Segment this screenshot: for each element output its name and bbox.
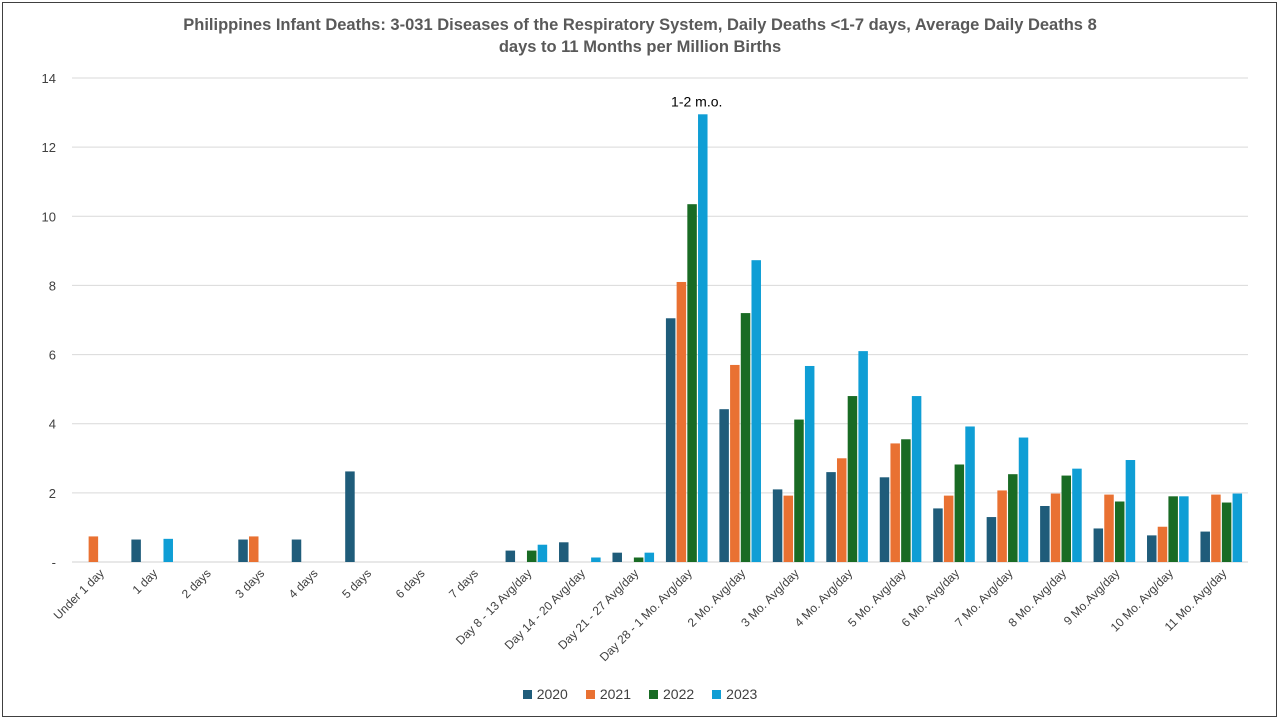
bar-2022 [526,550,537,562]
bar-2021 [248,536,259,562]
legend-swatch [585,689,595,699]
bar-2021 [890,443,900,562]
bar-2023 [1072,468,1082,562]
bar-2020 [826,472,836,562]
bar-2022 [1221,502,1232,562]
bar-2021 [943,495,954,562]
bar-2023 [1232,493,1243,562]
bar-2023 [1125,460,1136,562]
y-tick-label: 12 [42,140,56,155]
bar-2022 [1114,501,1125,562]
y-tick-label: 10 [42,209,56,224]
bar-2020 [559,542,569,562]
bar-2022 [633,557,644,562]
bar-2021 [783,495,794,562]
bar-2022 [954,464,965,562]
bar-2023 [537,544,548,562]
y-tick-label: 8 [49,278,56,293]
legend: 2020 2021 2022 2023 [0,686,1280,702]
bar-2022 [740,313,751,562]
bar-2023 [751,260,761,562]
bar-2023 [1018,437,1029,562]
bar-2020 [879,477,890,562]
bar-2022 [794,419,804,562]
bar-2021 [88,536,99,562]
legend-swatch [712,689,722,699]
y-tick-label: 6 [49,348,56,363]
bar-2021 [1050,493,1061,562]
bar-2023 [911,396,922,562]
legend-label: 2020 [536,686,568,702]
x-tick-label: 6 days [393,566,428,601]
annotation-label: 1-2 m.o. [671,93,722,109]
bar-2020 [986,517,997,562]
bar-2021 [836,458,847,562]
bar-2022 [847,396,858,562]
bar-2020 [1147,535,1157,562]
y-tick-label: - [52,555,56,570]
y-tick-label: 2 [49,486,56,501]
bar-2020 [1200,531,1210,562]
bar-2020 [665,318,676,562]
bar-2020 [345,471,355,562]
bar-2022 [1168,496,1178,562]
legend-swatch [649,689,658,699]
y-tick-label: 14 [42,71,56,86]
chart-title: Philippines Infant Deaths: 3-031 Disease… [183,16,1097,56]
bar-2021 [730,364,740,562]
bar-2023 [698,114,708,563]
bar-2020 [291,539,302,562]
bar-2020 [505,550,516,562]
legend-label: 2022 [663,686,695,702]
legend-label: 2021 [599,686,631,702]
bar-2020 [612,552,622,562]
bar-2021 [1157,526,1168,562]
bar-2023 [163,538,173,562]
bar-2020 [719,409,729,562]
legend-label: 2023 [726,686,758,702]
bar-2021 [1211,494,1221,562]
bar-2023 [591,557,601,562]
bar-2023 [644,552,655,562]
bar-2021 [1104,494,1114,562]
bar-2020 [1040,505,1050,562]
bar-2022 [901,439,911,562]
bar-2021 [676,281,687,562]
legend-item-2022: 2022 [649,686,694,702]
x-tick-label: 1 day [130,566,161,597]
bar-2023 [1179,496,1189,562]
x-tick-label: 3 days [232,566,267,601]
x-tick-label: 2 days [179,566,214,601]
bar-2022 [1061,475,1072,562]
bar-2020 [933,508,943,562]
y-tick-label: 4 [49,417,56,432]
x-tick-label: Day 28 - 1 Mo. Avg/day [597,566,695,664]
x-tick-label: 4 days [286,566,321,601]
bar-2021 [997,490,1007,562]
x-tick-label: Under 1 day [51,566,107,622]
bar-2023 [858,351,868,562]
legend-item-2021: 2021 [585,686,631,702]
bar-2020 [1093,528,1104,562]
bar-2020 [131,539,141,562]
bar-2020 [238,539,248,562]
bar-2022 [687,204,697,562]
bar-2023 [965,426,975,562]
x-tick-label: 7 days [446,566,481,601]
legend-item-2023: 2023 [712,686,757,702]
bar-2020 [772,489,783,562]
legend-item-2020: 2020 [522,686,568,702]
legend-swatch [522,689,532,699]
bar-2023 [804,365,815,562]
bar-2022 [1008,474,1018,562]
x-tick-label: 5 days [339,566,374,601]
